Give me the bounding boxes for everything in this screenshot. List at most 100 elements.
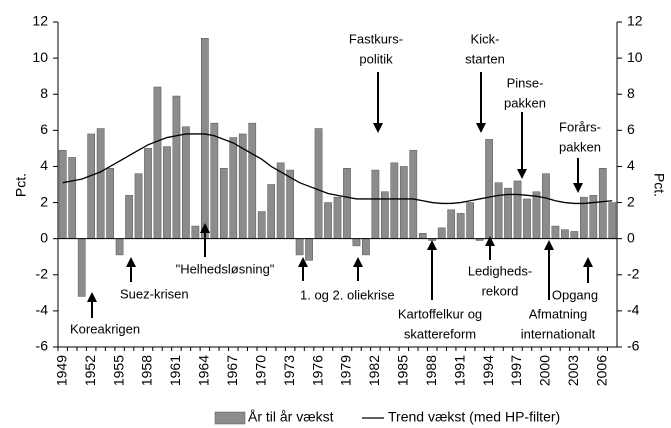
annotation: Afmatning [529,306,588,321]
y-tick-label: 12 [32,13,48,29]
bar [219,168,228,239]
bar [532,191,541,239]
annotation: pakken [559,139,601,154]
x-tick-label: 1982 [366,355,382,386]
bar [542,173,550,239]
annotation: Pinse- [507,75,544,90]
y2-tick-label: 4 [627,157,635,173]
bar [504,187,512,239]
annotation: rekord [482,283,519,298]
x-tick-label: 1955 [110,355,126,386]
bar [153,86,162,239]
x-tick-label: 1964 [196,355,212,386]
annotation: starten [465,51,505,66]
y-tick-label: 8 [40,85,48,101]
y2-tick-label: 10 [627,49,643,65]
bar [390,162,399,239]
x-tick-label: 1967 [224,355,240,386]
x-tick-label: 1991 [451,355,467,386]
bar [456,213,465,239]
bar [77,238,86,297]
annotation: Kick- [471,31,500,46]
legend-swatch [214,411,246,425]
bar [324,202,332,239]
annotation: Koreakrigen [70,321,140,336]
bar [276,162,285,239]
bar [466,202,474,239]
y2-axis-label: Pct. [651,173,667,197]
legend-label: År til år vækst [248,409,334,425]
y-tick-label: 4 [40,157,48,173]
annotation: 1. og 2. oliekrise [300,287,395,302]
y-tick-label: -4 [36,302,49,318]
y2-tick-label: 0 [627,229,635,245]
bar [229,137,238,239]
bar [399,166,408,239]
bar [343,168,351,239]
bar [362,238,370,256]
bar [286,169,294,239]
annotation: pakken [504,95,546,110]
y-tick-label: 0 [40,229,48,245]
x-tick-label: 1952 [82,355,98,386]
y2-tick-label: 12 [627,13,643,29]
annotation: Opgang [552,287,598,302]
bar [248,122,257,239]
bar [409,149,418,239]
x-tick-label: 1961 [167,355,183,386]
bar [96,128,105,239]
bar [513,180,522,239]
annotation: skattereform [404,326,476,341]
bar [257,211,266,239]
bar [570,231,579,239]
bar [295,238,304,256]
bar [163,146,171,239]
bar [106,168,114,239]
y2-tick-label: 2 [627,193,635,209]
x-tick-label: 2006 [593,355,609,386]
bar [210,122,219,239]
bar [87,133,96,239]
bar [352,238,361,247]
bar [494,182,503,239]
y-tick-label: 10 [32,49,48,65]
bar [608,202,617,239]
bar [68,157,77,239]
bar [134,173,143,239]
bar [371,169,380,239]
y2-tick-label: -6 [627,338,640,354]
bar [305,238,313,261]
x-tick-label: 2003 [565,355,581,386]
x-tick-label: 1958 [139,355,155,386]
y-tick-label: 6 [40,121,48,137]
y2-tick-label: -4 [627,302,640,318]
bar [172,95,181,239]
annotation: Fastkurs- [349,31,403,46]
bar [314,128,323,239]
bar [561,229,569,239]
bar [144,148,152,239]
bar [115,238,124,256]
x-tick-label: 1994 [480,355,496,386]
y-tick-label: -2 [36,265,49,281]
x-tick-label: 1970 [252,355,268,386]
legend-label: Trend vækst (med HP-filter) [388,409,560,425]
bar [523,198,531,239]
bar [333,196,342,239]
y-axis-label: Pct. [13,173,29,197]
bar [125,195,133,239]
annotation: Ledigheds- [468,263,532,278]
x-tick-label: 1976 [309,355,325,386]
trend-line [62,133,613,205]
x-tick-label: 1949 [53,355,69,386]
bar [182,126,190,239]
y2-tick-label: 8 [627,85,635,101]
y-tick-label: 2 [40,193,48,209]
bar [437,227,446,239]
bar [267,184,276,239]
x-tick-label: 1988 [423,355,439,386]
bar [191,225,200,239]
annotation: "Helhedsløsning" [176,261,275,276]
y2-tick-label: -2 [627,265,640,281]
